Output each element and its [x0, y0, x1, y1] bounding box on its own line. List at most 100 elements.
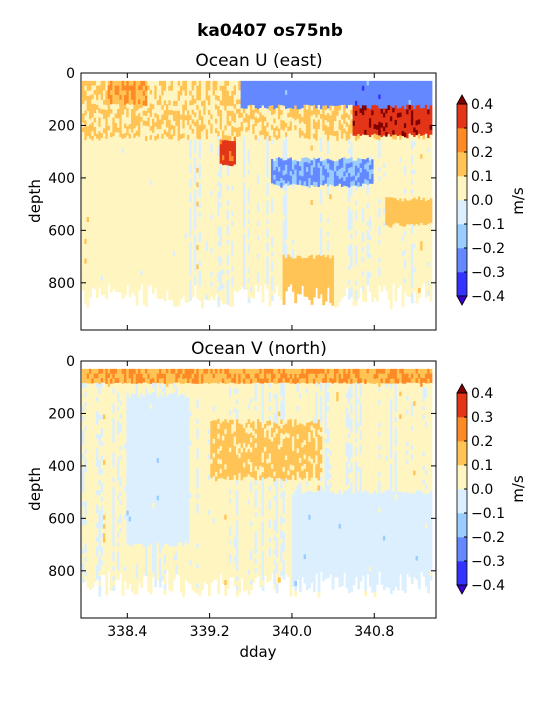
- heatmap-cell: [147, 85, 151, 91]
- heatmap-cell: [252, 90, 256, 96]
- heatmap-cell: [175, 176, 179, 182]
- heatmap-cell: [221, 95, 225, 102]
- heatmap-cell: [212, 168, 216, 174]
- heatmap-cell: [189, 202, 193, 209]
- heatmap-cell: [219, 153, 223, 160]
- heatmap-cell: [221, 155, 225, 161]
- heatmap-cell: [112, 140, 116, 146]
- heatmap-cell: [172, 276, 176, 282]
- heatmap-cell: [98, 277, 102, 284]
- heatmap-cell: [159, 293, 162, 299]
- heatmap-cell: [184, 134, 188, 141]
- heatmap-cell: [198, 271, 202, 277]
- heatmap-cell: [82, 266, 85, 273]
- heatmap-cell: [159, 187, 162, 193]
- heatmap-cell: [117, 151, 120, 157]
- heatmap-cell: [182, 214, 186, 220]
- heatmap-cell: [145, 136, 148, 142]
- heatmap-cell: [205, 178, 209, 184]
- heatmap-cell: [224, 258, 228, 265]
- heatmap-cell: [128, 205, 132, 211]
- heatmap-cell: [217, 286, 221, 293]
- heatmap-cell: [124, 156, 127, 163]
- heatmap-cell: [233, 169, 237, 175]
- heatmap-cell: [210, 99, 214, 106]
- heatmap-cell: [245, 215, 249, 221]
- heatmap-cell: [107, 130, 111, 136]
- heatmap-cell: [84, 179, 88, 186]
- heatmap-cell: [193, 185, 197, 191]
- heatmap-cell: [138, 266, 141, 273]
- heatmap-cell: [140, 98, 144, 104]
- heatmap-cell: [226, 220, 230, 226]
- heatmap-cell: [231, 216, 235, 222]
- heatmap-cell: [224, 273, 228, 279]
- heatmap-cell: [224, 150, 228, 156]
- heatmap-cell: [121, 230, 125, 237]
- heatmap-cell: [172, 120, 176, 127]
- heatmap-cell: [142, 244, 146, 250]
- heatmap-cell: [200, 227, 204, 233]
- heatmap-cell: [172, 256, 176, 262]
- heatmap-cell: [96, 206, 99, 212]
- heatmap-cell: [96, 148, 99, 154]
- heatmap-cell: [96, 234, 99, 241]
- heatmap-cell: [117, 99, 120, 105]
- heatmap-cell: [163, 202, 167, 209]
- heatmap-cell: [226, 135, 230, 142]
- heatmap-cell: [117, 188, 120, 194]
- heatmap-cell: [119, 207, 123, 213]
- heatmap-cell: [235, 254, 239, 260]
- heatmap-cell: [165, 239, 169, 245]
- heatmap-cell: [224, 224, 228, 230]
- heatmap-cell: [179, 221, 183, 227]
- heatmap-cell: [196, 283, 200, 289]
- heatmap-cell: [145, 261, 148, 267]
- heatmap-cell: [131, 123, 134, 129]
- heatmap-cell: [198, 163, 202, 170]
- heatmap-cell: [203, 138, 207, 145]
- heatmap-cell: [145, 85, 148, 92]
- heatmap-cell: [219, 100, 223, 106]
- heatmap-cell: [179, 100, 183, 106]
- heatmap-cell: [193, 189, 197, 195]
- heatmap-cell: [219, 90, 223, 96]
- heatmap-cell: [96, 109, 99, 116]
- heatmap-cell: [110, 282, 113, 288]
- heatmap-cell: [93, 90, 97, 96]
- heatmap-cell: [117, 118, 120, 124]
- heatmap-cell: [217, 105, 221, 112]
- heatmap-cell: [226, 165, 230, 171]
- heatmap-cell: [84, 238, 88, 245]
- heatmap-cell: [105, 245, 109, 251]
- heatmap-cell: [228, 281, 232, 287]
- heatmap-cell: [147, 245, 151, 251]
- heatmap-cell: [126, 85, 130, 91]
- heatmap-cell: [91, 90, 95, 96]
- heatmap-cell: [210, 143, 214, 149]
- heatmap-cell: [93, 80, 97, 86]
- heatmap-cell: [135, 80, 139, 87]
- heatmap-cell: [121, 269, 125, 275]
- heatmap-cell: [98, 149, 102, 155]
- heatmap-cell: [238, 182, 242, 188]
- heatmap-cell: [210, 214, 214, 220]
- heatmap-cell: [84, 169, 88, 176]
- heatmap-cell: [156, 119, 160, 125]
- heatmap-cell: [126, 130, 130, 136]
- heatmap-cell: [175, 136, 179, 142]
- heatmap-cell: [149, 225, 153, 231]
- heatmap-cell: [135, 250, 139, 256]
- heatmap-cell: [238, 261, 242, 267]
- heatmap-cell: [247, 218, 251, 225]
- heatmap-cell: [228, 85, 232, 92]
- heatmap-cell: [235, 155, 239, 161]
- heatmap-cell: [247, 174, 251, 180]
- heatmap-cell: [126, 144, 130, 150]
- heatmap-cell: [224, 288, 228, 294]
- heatmap-cell: [219, 168, 223, 174]
- heatmap-cell: [168, 187, 172, 194]
- heatmap-cell: [235, 244, 239, 250]
- heatmap-cell: [138, 238, 141, 245]
- heatmap-cell: [133, 128, 137, 134]
